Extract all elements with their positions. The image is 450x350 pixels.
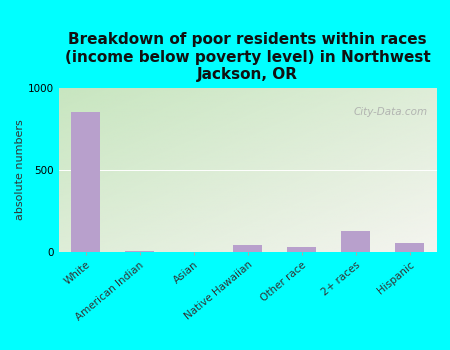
Bar [287,247,316,252]
Bar [395,243,424,252]
Bar [341,231,370,252]
Text: City-Data.com: City-Data.com [353,107,428,117]
Bar [233,245,262,252]
Bar [125,251,154,252]
Y-axis label: absolute numbers: absolute numbers [15,119,25,220]
Title: Breakdown of poor residents within races
(income below poverty level) in Northwe: Breakdown of poor residents within races… [65,32,430,82]
Bar [71,112,100,252]
